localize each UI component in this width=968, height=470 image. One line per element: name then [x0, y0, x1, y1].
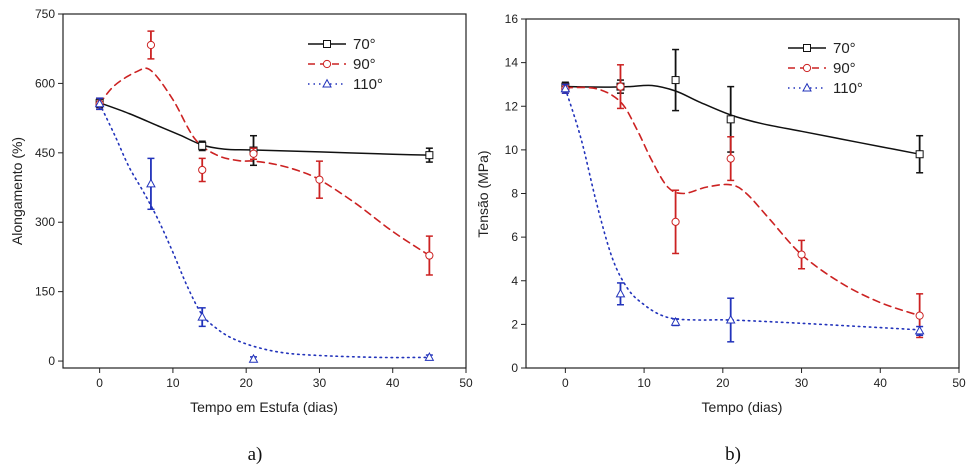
y-tick-label-a-600: 600 [35, 76, 55, 90]
data-point-a-90-45 [425, 251, 434, 260]
y-tick-label-a-0: 0 [48, 354, 55, 368]
legend-marker-a-70 [323, 40, 331, 48]
x-axis-label-a: Tempo em Estufa (dias) [190, 399, 338, 415]
y-tick-label-b-10: 10 [505, 143, 519, 157]
y-tick-label-a-450: 450 [35, 146, 55, 160]
x-tick-label-b-50: 50 [952, 376, 966, 390]
data-point-b-110-7 [615, 288, 626, 298]
data-point-a-70-45 [425, 151, 434, 160]
legend-marker-b-90 [802, 63, 812, 73]
y-tick-label-b-0: 0 [511, 361, 518, 375]
data-point-b-70-21 [726, 115, 735, 124]
y-tick-label-b-12: 12 [505, 99, 519, 113]
series-line-a-70 [98, 102, 431, 156]
data-point-b-90-14 [671, 217, 680, 226]
legend-marker-b-110 [802, 82, 812, 92]
data-point-a-90-7 [146, 40, 156, 50]
legend-marker-a-110 [322, 78, 332, 88]
plot-frame-b [525, 18, 960, 369]
legend-label-a-70: 70° [353, 36, 376, 53]
plot-frame-a [62, 13, 467, 369]
data-point-a-110-14 [197, 311, 208, 321]
y-tick-label-b-6: 6 [511, 230, 518, 244]
data-point-b-110-14 [670, 316, 681, 326]
y-axis-label-b: Tensão (MPa) [475, 150, 491, 237]
x-tick-label-b-10: 10 [637, 376, 651, 390]
series-line-b-90 [564, 86, 921, 317]
data-point-a-70-14 [198, 141, 207, 150]
x-axis-label-b: Tempo (dias) [702, 399, 783, 415]
x-tick-label-b-40: 40 [874, 376, 888, 390]
x-tick-label-b-0: 0 [562, 376, 569, 390]
legend-label-a-110: 110° [353, 76, 383, 93]
panel-label-a: a) [248, 444, 263, 465]
data-point-a-90-30 [315, 175, 324, 184]
data-point-b-90-45 [915, 311, 924, 320]
series-line-a-90 [98, 67, 431, 257]
x-tick-label-a-20: 20 [240, 376, 254, 390]
x-tick-label-a-10: 10 [166, 376, 180, 390]
chart-panel-a: 0 10 20 30 40 50 0 150 300 450 600 750 70° 90° 110° T… [9, 7, 473, 465]
panel-label-b: b) [725, 444, 741, 465]
chart-panel-b: 0 10 20 30 40 50 0 2 4 6 8 10 12 14 16 70° 90° 110° Temp… [475, 12, 966, 465]
y-tick-label-b-14: 14 [505, 56, 519, 70]
data-point-a-90-21 [249, 149, 258, 158]
legend-label-b-110: 110° [833, 80, 863, 97]
data-point-b-70-45 [915, 150, 924, 159]
y-tick-label-b-16: 16 [505, 12, 519, 26]
x-tick-label-a-0: 0 [96, 376, 103, 390]
y-tick-label-a-150: 150 [35, 285, 55, 299]
y-tick-label-b-8: 8 [511, 187, 518, 201]
series-line-b-70 [564, 84, 921, 155]
series-line-a-110 [98, 103, 431, 359]
y-tick-label-b-2: 2 [511, 317, 518, 331]
y-axis-label-a: Alongamento (%) [9, 137, 25, 245]
y-tick-label-b-4: 4 [511, 274, 518, 288]
data-point-b-90-30 [797, 250, 806, 259]
legend-label-a-90: 90° [353, 56, 376, 73]
data-point-b-90-21 [726, 154, 735, 163]
data-point-b-110-0 [560, 83, 571, 93]
x-tick-label-a-30: 30 [313, 376, 327, 390]
data-point-a-110-0 [94, 98, 105, 108]
legend-label-b-90: 90° [833, 60, 856, 77]
legend-marker-a-90 [322, 59, 332, 69]
legend-label-b-70: 70° [833, 40, 856, 57]
data-point-a-110-7 [146, 178, 156, 188]
data-point-b-90-7 [616, 82, 625, 91]
data-point-a-90-14 [198, 165, 207, 175]
x-tick-label-a-50: 50 [459, 376, 473, 390]
x-tick-label-b-20: 20 [716, 376, 730, 390]
x-tick-label-b-30: 30 [795, 376, 809, 390]
y-tick-label-a-750: 750 [35, 7, 55, 21]
data-point-b-70-14 [671, 76, 680, 85]
data-point-a-110-45 [424, 352, 435, 361]
x-tick-label-a-40: 40 [386, 376, 400, 390]
data-point-a-110-21 [248, 353, 259, 363]
legend-marker-b-70 [803, 44, 811, 52]
data-point-b-110-45 [914, 325, 925, 335]
y-tick-label-a-300: 300 [35, 215, 55, 229]
data-point-b-110-21 [725, 314, 736, 324]
